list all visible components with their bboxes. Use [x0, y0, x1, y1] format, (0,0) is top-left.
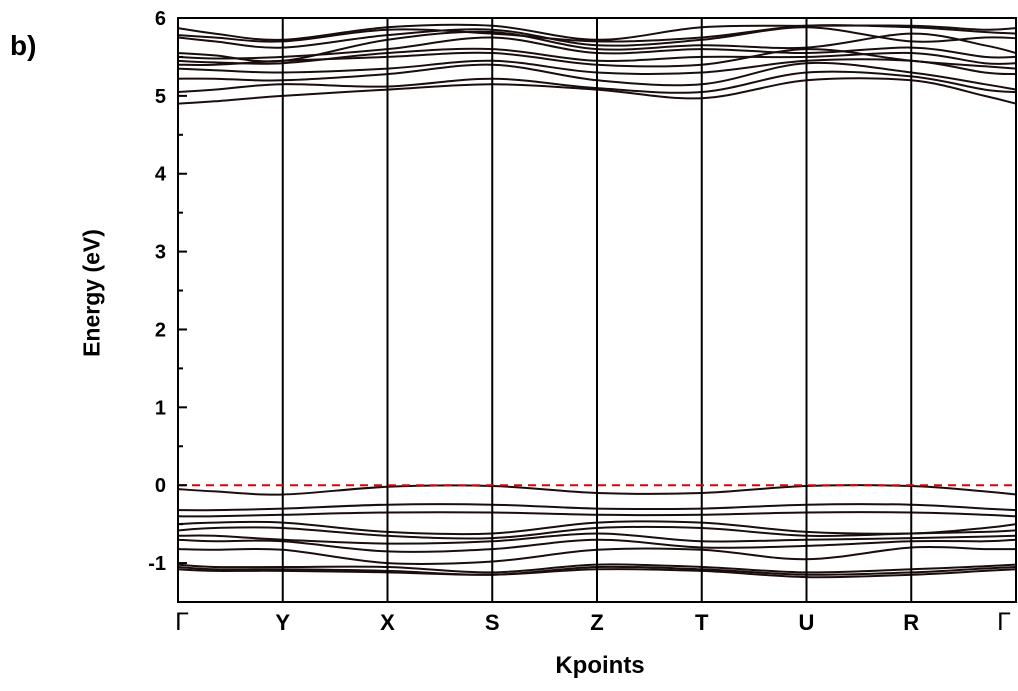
x-tick-label-R: R: [903, 610, 919, 635]
y-tick-label: 0: [155, 475, 166, 497]
x-tick-label-U: U: [799, 610, 815, 635]
y-tick-label: 3: [155, 242, 166, 264]
y-axis: -1 0 1 2 3 4 5 6: [148, 8, 187, 603]
y-tick-label: 2: [155, 319, 166, 341]
x-axis-label: Kpoints: [555, 652, 645, 679]
y-tick-label: 1: [155, 397, 166, 419]
plot-border: [177, 17, 1017, 603]
panel-label: b): [10, 30, 37, 61]
x-tick-label-gamma: Γ: [997, 608, 1011, 636]
high-symmetry-lines: [281, 18, 913, 602]
x-tick-label-X: X: [380, 610, 395, 635]
y-tick-label: 4: [155, 164, 167, 186]
y-tick-label: 6: [155, 8, 166, 30]
x-tick-label-gamma: Γ: [175, 608, 189, 636]
plot-frame: [177, 17, 1017, 603]
x-tick-label-T: T: [695, 610, 709, 635]
y-tick-label: -1: [148, 553, 166, 575]
x-tick-label-Z: Z: [590, 610, 603, 635]
x-tick-label-S: S: [485, 610, 500, 635]
y-tick-label: 5: [155, 86, 166, 108]
x-tick-label-Y: Y: [275, 610, 290, 635]
